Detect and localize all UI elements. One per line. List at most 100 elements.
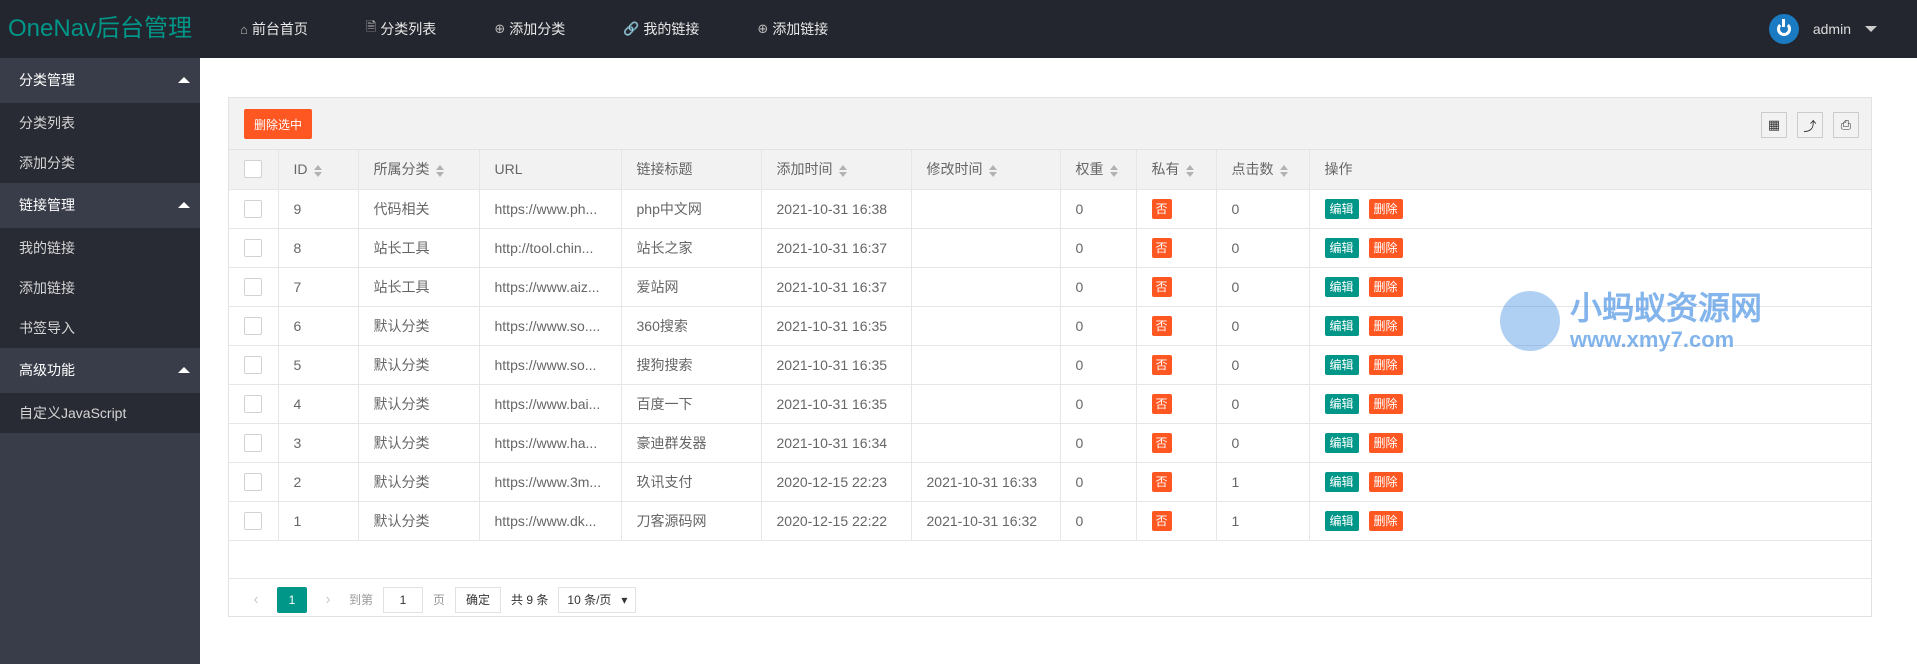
cell-id: 5 [278,345,359,385]
page-1-button[interactable]: 1 [277,586,307,613]
row-select-cell [229,423,279,463]
cell-private: 否 [1136,306,1217,346]
select-all-checkbox[interactable] [244,160,262,179]
table-header-row: ID 所属分类 URL 链接标题 添加时间 修改时间 权重 私有 点击数 操作 [229,150,1871,190]
row-checkbox[interactable] [244,511,262,530]
row-checkbox[interactable] [244,199,262,218]
edit-button[interactable]: 编辑 [1324,510,1359,531]
page-number-input[interactable] [383,586,424,613]
column-header[interactable]: 所属分类 [358,150,480,190]
sidebar-item[interactable]: 分类列表 [19,115,75,131]
row-select-cell [229,345,279,385]
cell-actions: 编辑 删除 [1309,267,1871,307]
export-icon[interactable]: ⤴ [1797,112,1823,138]
delete-button[interactable]: 删除 [1368,354,1403,375]
cell-actions: 编辑 删除 [1309,306,1871,346]
table-row: 3 默认分类 https://www.ha... 豪迪群发器 2021-10-31 16… [229,423,1871,463]
page-size-select[interactable]: 10 条/页 ▾ [558,586,637,613]
column-header[interactable]: 操作 [1309,150,1871,190]
table-row: 7 站长工具 https://www.aiz... 爱站网 2021-10-31 16:… [229,267,1871,307]
row-select-cell [229,462,279,502]
column-header[interactable]: 点击数 [1216,150,1310,190]
row-checkbox[interactable] [244,316,262,335]
column-header[interactable]: 链接标题 [621,150,762,190]
columns-icon[interactable]: ▦ [1761,112,1787,138]
nav-item-1[interactable]: 🗎 分类列表 [366,18,436,40]
cell-weight: 0 [1060,228,1137,268]
table-empty-space [229,541,1871,579]
chevron-up-icon[interactable] [178,202,190,208]
cell-clicks: 0 [1216,345,1310,385]
sort-icon[interactable] [313,164,323,177]
column-header[interactable]: 权重 [1060,150,1137,190]
sort-icon[interactable] [838,164,848,177]
edit-button[interactable]: 编辑 [1324,432,1359,453]
row-checkbox[interactable] [244,355,262,374]
column-header[interactable]: 添加时间 [761,150,912,190]
prev-page-button[interactable]: ‹ [253,590,259,608]
column-header[interactable]: 私有 [1136,150,1217,190]
edit-button[interactable]: 编辑 [1324,315,1359,336]
cell-id: 2 [278,462,359,502]
app-logo[interactable]: OneNav后台管理 [8,15,193,42]
cell-clicks: 0 [1216,306,1310,346]
sort-icon[interactable] [1185,164,1195,177]
private-badge: 否 [1151,354,1172,375]
nav-item-3[interactable]: 🔗 我的链接 [623,19,699,39]
sort-icon[interactable] [988,164,998,177]
sidebar-section-title: 链接管理 [19,197,75,213]
nav-item-4[interactable]: ⊕ 添加链接 [757,19,828,39]
row-checkbox[interactable] [244,433,262,452]
delete-button[interactable]: 删除 [1368,237,1403,258]
power-avatar-icon[interactable] [1768,14,1799,44]
chevron-down-icon[interactable] [1865,26,1877,32]
edit-button[interactable]: 编辑 [1324,471,1359,492]
column-header-label: 权重 [1075,161,1104,178]
sort-icon[interactable] [1279,164,1289,177]
column-header[interactable]: ID [278,150,359,190]
cell-modified: 2021-10-31 16:33 [911,462,1061,502]
delete-button[interactable]: 删除 [1368,432,1403,453]
edit-button[interactable]: 编辑 [1324,354,1359,375]
delete-button[interactable]: 删除 [1368,510,1403,531]
private-badge: 否 [1151,198,1172,219]
edit-button[interactable]: 编辑 [1324,276,1359,297]
chevron-up-icon[interactable] [178,77,190,83]
sidebar-section-header[interactable]: 高级功能 [0,348,200,393]
cell-modified [911,306,1061,346]
nav-item-2[interactable]: ⊕ 添加分类 [494,19,565,39]
sort-icon[interactable] [1109,164,1119,177]
row-checkbox[interactable] [244,472,262,491]
column-header[interactable]: 修改时间 [911,150,1061,190]
nav-item-0[interactable]: ⌂ 前台首页 [240,19,308,39]
delete-button[interactable]: 删除 [1368,276,1403,297]
sidebar-item[interactable]: 添加链接 [19,280,75,296]
delete-button[interactable]: 删除 [1368,315,1403,336]
edit-button[interactable]: 编辑 [1324,393,1359,414]
column-header[interactable]: URL [479,150,622,190]
cell-private: 否 [1136,228,1217,268]
user-menu[interactable]: admin [1768,14,1877,44]
delete-selected-button[interactable]: 删除选中 [244,109,313,139]
sidebar-section-header[interactable]: 链接管理 [0,183,200,228]
next-page-button[interactable]: › [325,590,331,608]
cell-actions: 编辑 删除 [1309,501,1871,541]
edit-button[interactable]: 编辑 [1324,237,1359,258]
row-checkbox[interactable] [244,238,262,257]
row-checkbox[interactable] [244,394,262,413]
username[interactable]: admin [1812,21,1851,37]
chevron-up-icon[interactable] [178,367,190,373]
delete-button[interactable]: 删除 [1368,471,1403,492]
delete-button[interactable]: 删除 [1368,198,1403,219]
sidebar-item[interactable]: 添加分类 [19,155,75,171]
sidebar-item[interactable]: 自定义JavaScript [19,405,127,421]
delete-button[interactable]: 删除 [1368,393,1403,414]
sort-icon[interactable] [435,164,445,177]
confirm-page-button[interactable]: 确定 [455,586,502,613]
sidebar-section-header[interactable]: 分类管理 [0,58,200,103]
edit-button[interactable]: 编辑 [1324,198,1359,219]
sidebar-item[interactable]: 书签导入 [19,320,75,336]
sidebar-item[interactable]: 我的链接 [19,240,75,256]
row-checkbox[interactable] [244,277,262,296]
print-icon[interactable]: ⎙ [1833,112,1859,138]
